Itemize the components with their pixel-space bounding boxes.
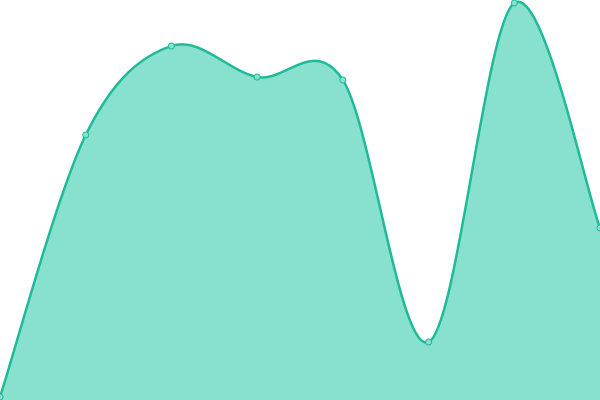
- point: [0, 393, 4, 400]
- point: [339, 76, 347, 84]
- point: [82, 131, 90, 139]
- point: [425, 338, 433, 346]
- point: [510, 0, 518, 7]
- point: [253, 73, 261, 81]
- point: [167, 42, 175, 50]
- point: [596, 224, 600, 232]
